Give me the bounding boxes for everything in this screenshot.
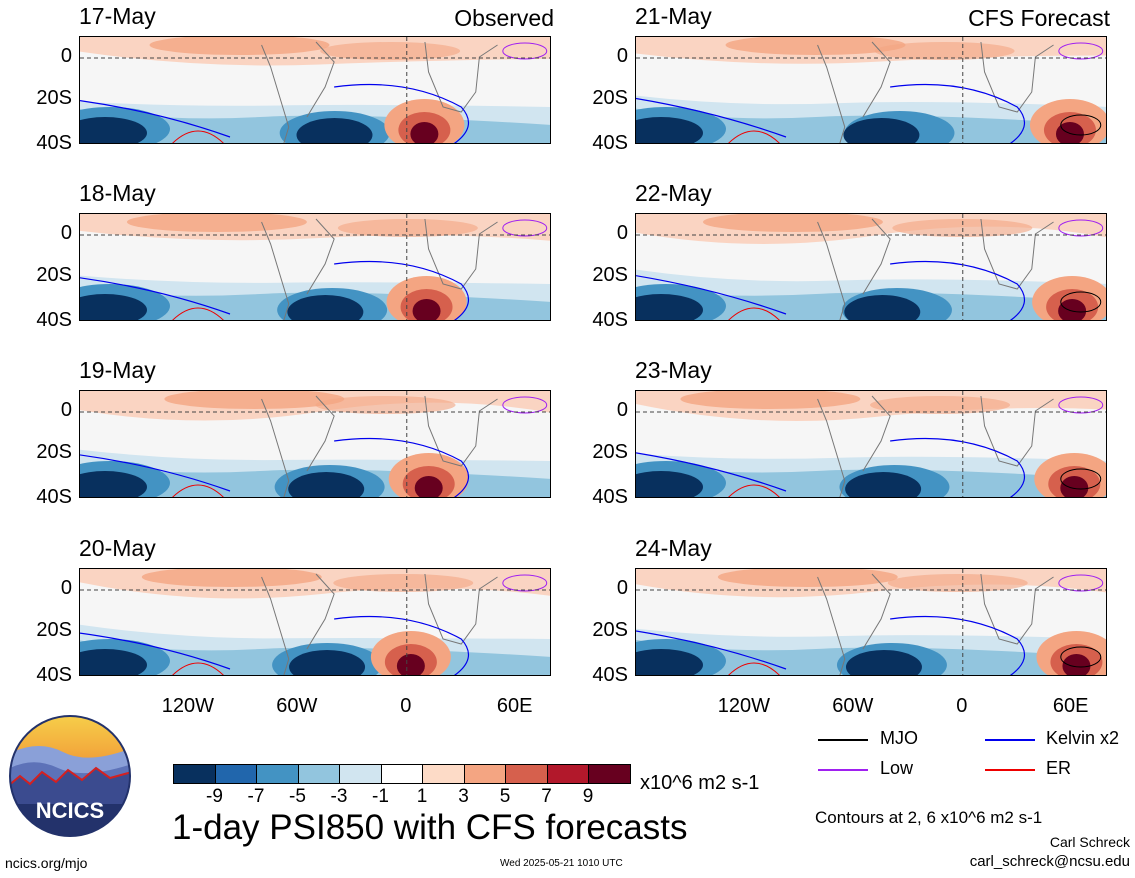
colorbar-label: 7 (541, 786, 552, 807)
longitude-tick-label: 0 (956, 695, 968, 717)
figure-title: 1-day PSI850 with CFS forecasts (172, 808, 688, 847)
longitude-tick-label: 60W (832, 695, 874, 717)
latitude-tick-label: 0 (616, 399, 628, 421)
panel-date-label: 18-May (79, 180, 156, 206)
legend-low-label: Low (880, 758, 914, 778)
longitude-tick-label: 120W (717, 695, 771, 717)
website-link[interactable]: ncics.org/mjo (5, 855, 88, 871)
latitude-tick-label: 0 (60, 399, 72, 421)
latitude-tick-label: 0 (616, 222, 628, 244)
panel-date-label: 17-May (79, 3, 156, 29)
panel-date-label: 23-May (635, 357, 712, 383)
legend-er-label: ER (1046, 758, 1072, 778)
panel-date-label: 20-May (79, 535, 156, 561)
latitude-tick-label: 0 (616, 577, 628, 599)
colorbar-swatch (422, 764, 465, 784)
latitude-tick-label: 40S (36, 309, 72, 331)
observed-map-panel (79, 213, 551, 321)
colorbar-label: -9 (206, 786, 223, 807)
legend-mjo-line (818, 739, 868, 741)
legend-kelvin-line (985, 739, 1035, 741)
colorbar-label: -7 (247, 786, 265, 807)
forecast-map-panel (635, 36, 1107, 144)
colorbar-label: 3 (458, 786, 469, 807)
ncics-logo: NCICS (8, 714, 132, 838)
panel-date-label: 19-May (79, 357, 156, 383)
longitude-tick-label: 120W (161, 695, 215, 717)
latitude-tick-label: 20S (592, 87, 628, 109)
longitude-tick-label: 60E (496, 695, 533, 717)
logo-text: NCICS (36, 798, 104, 823)
latitude-tick-label: 40S (592, 486, 628, 508)
legend-kelvin-label: Kelvin x2 (1046, 728, 1120, 748)
colorbar-units: x10^6 m2 s-1 (640, 772, 760, 794)
forecast-map-panel (635, 390, 1107, 498)
colorbar-swatch (588, 764, 631, 784)
panel-date-label: 24-May (635, 535, 712, 561)
latitude-tick-label: 20S (592, 619, 628, 641)
latitude-tick-label: 20S (36, 87, 72, 109)
legend-mjo-label: MJO (880, 728, 918, 748)
longitude-tick-label: 60E (1052, 695, 1089, 717)
colorbar-swatch (256, 764, 299, 784)
longitude-tick-label: 0 (400, 695, 412, 717)
forecast-map-panel (635, 213, 1107, 321)
latitude-tick-label: 0 (60, 222, 72, 244)
colorbar-label: 1 (416, 786, 428, 807)
colorbar-swatch (380, 764, 423, 784)
latitude-tick-label: 20S (36, 441, 72, 463)
latitude-tick-label: 20S (36, 264, 72, 286)
contours-note: Contours at 2, 6 x10^6 m2 s-1 (815, 808, 1043, 827)
latitude-tick-label: 40S (592, 132, 628, 154)
latitude-tick-label: 20S (36, 619, 72, 641)
latitude-tick-label: 40S (36, 664, 72, 686)
panel-date-label: 22-May (635, 180, 712, 206)
latitude-tick-label: 40S (592, 309, 628, 331)
colorbar-label: 5 (499, 786, 511, 807)
colorbar-swatch (173, 764, 216, 784)
observed-map-panel (79, 390, 551, 498)
latitude-tick-label: 20S (592, 441, 628, 463)
colorbar-label: -5 (289, 786, 306, 807)
colorbar-label: -1 (372, 786, 389, 807)
latitude-tick-label: 20S (592, 264, 628, 286)
colorbar-swatch (505, 764, 548, 784)
latitude-tick-label: 0 (60, 45, 72, 67)
colorbar-swatch (463, 764, 506, 784)
colorbar-swatch (546, 764, 589, 784)
email[interactable]: carl_schreck@ncsu.edu (969, 853, 1130, 870)
forecast-header: CFS Forecast (968, 5, 1110, 31)
legend-low-line (818, 769, 868, 771)
latitude-tick-label: 0 (60, 577, 72, 599)
latitude-tick-label: 0 (616, 45, 628, 67)
colorbar-swatch (339, 764, 382, 784)
colorbar-swatch (297, 764, 340, 784)
observed-map-panel (79, 568, 551, 676)
colorbar-label: 9 (582, 786, 594, 807)
author: Carl Schreck (1049, 834, 1130, 850)
timestamp: Wed 2025-05-21 1010 UTC (500, 858, 623, 869)
longitude-tick-label: 60W (276, 695, 318, 717)
observed-map-panel (79, 36, 551, 144)
forecast-map-panel (635, 568, 1107, 676)
panel-date-label: 21-May (635, 3, 712, 29)
colorbar-swatch (214, 764, 257, 784)
legend-er-line (985, 769, 1035, 771)
observed-header: Observed (454, 5, 554, 31)
latitude-tick-label: 40S (36, 132, 72, 154)
latitude-tick-label: 40S (36, 486, 72, 508)
latitude-tick-label: 40S (592, 664, 628, 686)
colorbar-label: -3 (330, 786, 348, 807)
